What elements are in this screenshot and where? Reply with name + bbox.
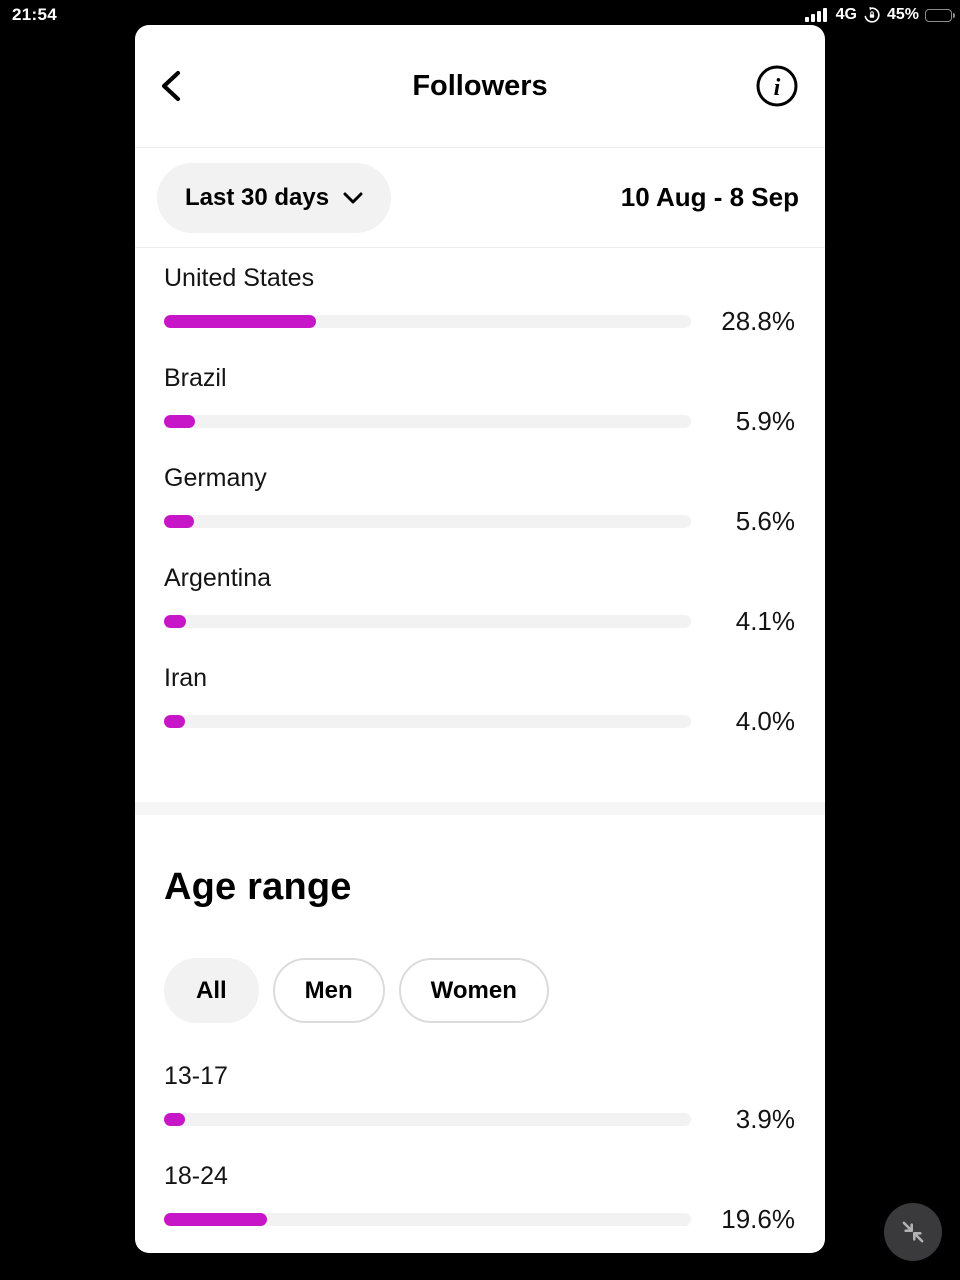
status-indicators: 4G 45% [804,6,955,24]
section-separator [135,802,825,815]
stat-bar-row: 4.0% [164,705,795,736]
stat-label: United States [164,264,315,292]
date-range-selector[interactable]: Last 30 days [157,162,392,233]
stat-row: 13-17 3.9% [135,1047,825,1147]
stat-bar-row: 5.9% [164,405,795,436]
network-type-label: 4G [835,6,857,23]
stat-value: 5.6% [735,505,795,536]
stat-row: United States 28.8% [135,249,825,349]
stat-bar-track [164,614,691,628]
stat-bar-row: 19.6% [164,1203,795,1234]
stat-label: Germany [164,464,267,492]
stat-row: Argentina 4.1% [135,549,825,649]
stat-label: 18-24 [164,1162,228,1190]
stat-bar-track [164,714,691,728]
stat-value: 28.8% [721,305,795,336]
orientation-lock-icon [863,6,881,24]
stat-bar-row: 3.9% [164,1103,795,1134]
collapse-arrows-icon [898,1217,928,1247]
stat-row: Iran 4.0% [135,649,825,749]
stat-value: 3.9% [735,1103,795,1134]
battery-icon [925,8,955,22]
status-time: 21:54 [12,5,57,24]
age-range-list: 13-17 3.9% 18-24 19.6% [135,1046,825,1247]
stat-bar-track [164,414,691,428]
stat-bar-row: 4.1% [164,605,795,636]
top-countries-section: United States 28.8% Brazil 5.9% Germany … [135,248,825,802]
stat-bar-track [164,514,691,528]
stat-bar-fill [164,1112,185,1126]
date-range-selector-label: Last 30 days [185,183,330,211]
stat-bar-row: 5.6% [164,505,795,536]
app-header: Followers i [135,25,825,148]
info-circle-icon: i [755,64,799,108]
stat-bar-fill [164,1212,268,1226]
age-filter-all-button[interactable]: All [164,958,259,1023]
stat-bar-fill [164,414,196,428]
stat-bar-fill [164,714,186,728]
age-range-section: Age range All Men Women 13-17 3.9% 18-24 1… [135,866,825,1247]
date-range-label: 10 Aug - 8 Sep [620,182,799,212]
battery-nub [952,13,955,18]
stat-bar-fill [164,514,194,528]
stat-row: Brazil 5.9% [135,349,825,449]
stat-row: 18-24 19.6% [135,1147,825,1247]
cellular-signal-icon [804,7,830,23]
status-bar: 21:54 4G 45% [0,0,960,26]
stat-value: 19.6% [721,1203,795,1234]
page-title: Followers [412,69,548,102]
info-button[interactable]: i [755,64,799,108]
stat-value: 4.1% [735,605,795,636]
stat-bar-track [164,1112,691,1126]
back-button[interactable] [149,62,197,110]
stat-value: 5.9% [735,405,795,436]
stat-bar-row: 28.8% [164,305,795,336]
stat-bar-track [164,1212,691,1226]
country-list: United States 28.8% Brazil 5.9% Germany … [135,248,825,749]
battery-percent-label: 45% [886,6,919,23]
stat-row: Germany 5.6% [135,449,825,549]
age-range-title: Age range [164,866,352,908]
stat-bar-track [164,314,691,328]
followers-insights-card: Followers i Last 30 days 10 Aug - 8 Sep … [135,25,825,1253]
collapse-screen-button[interactable] [884,1203,942,1261]
age-filter-men-button[interactable]: Men [272,958,385,1023]
stat-bar-fill [164,614,186,628]
stat-label: Brazil [164,364,227,392]
stat-label: Iran [164,664,208,692]
chevron-down-icon [343,191,363,205]
gender-filter-row: All Men Women [164,958,795,1023]
stat-bar-fill [164,314,316,328]
stat-value: 4.0% [735,705,795,736]
stat-label: Argentina [164,564,272,592]
age-filter-women-button[interactable]: Women [398,958,549,1023]
back-chevron-icon [155,68,191,104]
filter-row: Last 30 days 10 Aug - 8 Sep [135,148,825,248]
stat-label: 13-17 [164,1062,228,1090]
svg-text:i: i [774,75,781,101]
